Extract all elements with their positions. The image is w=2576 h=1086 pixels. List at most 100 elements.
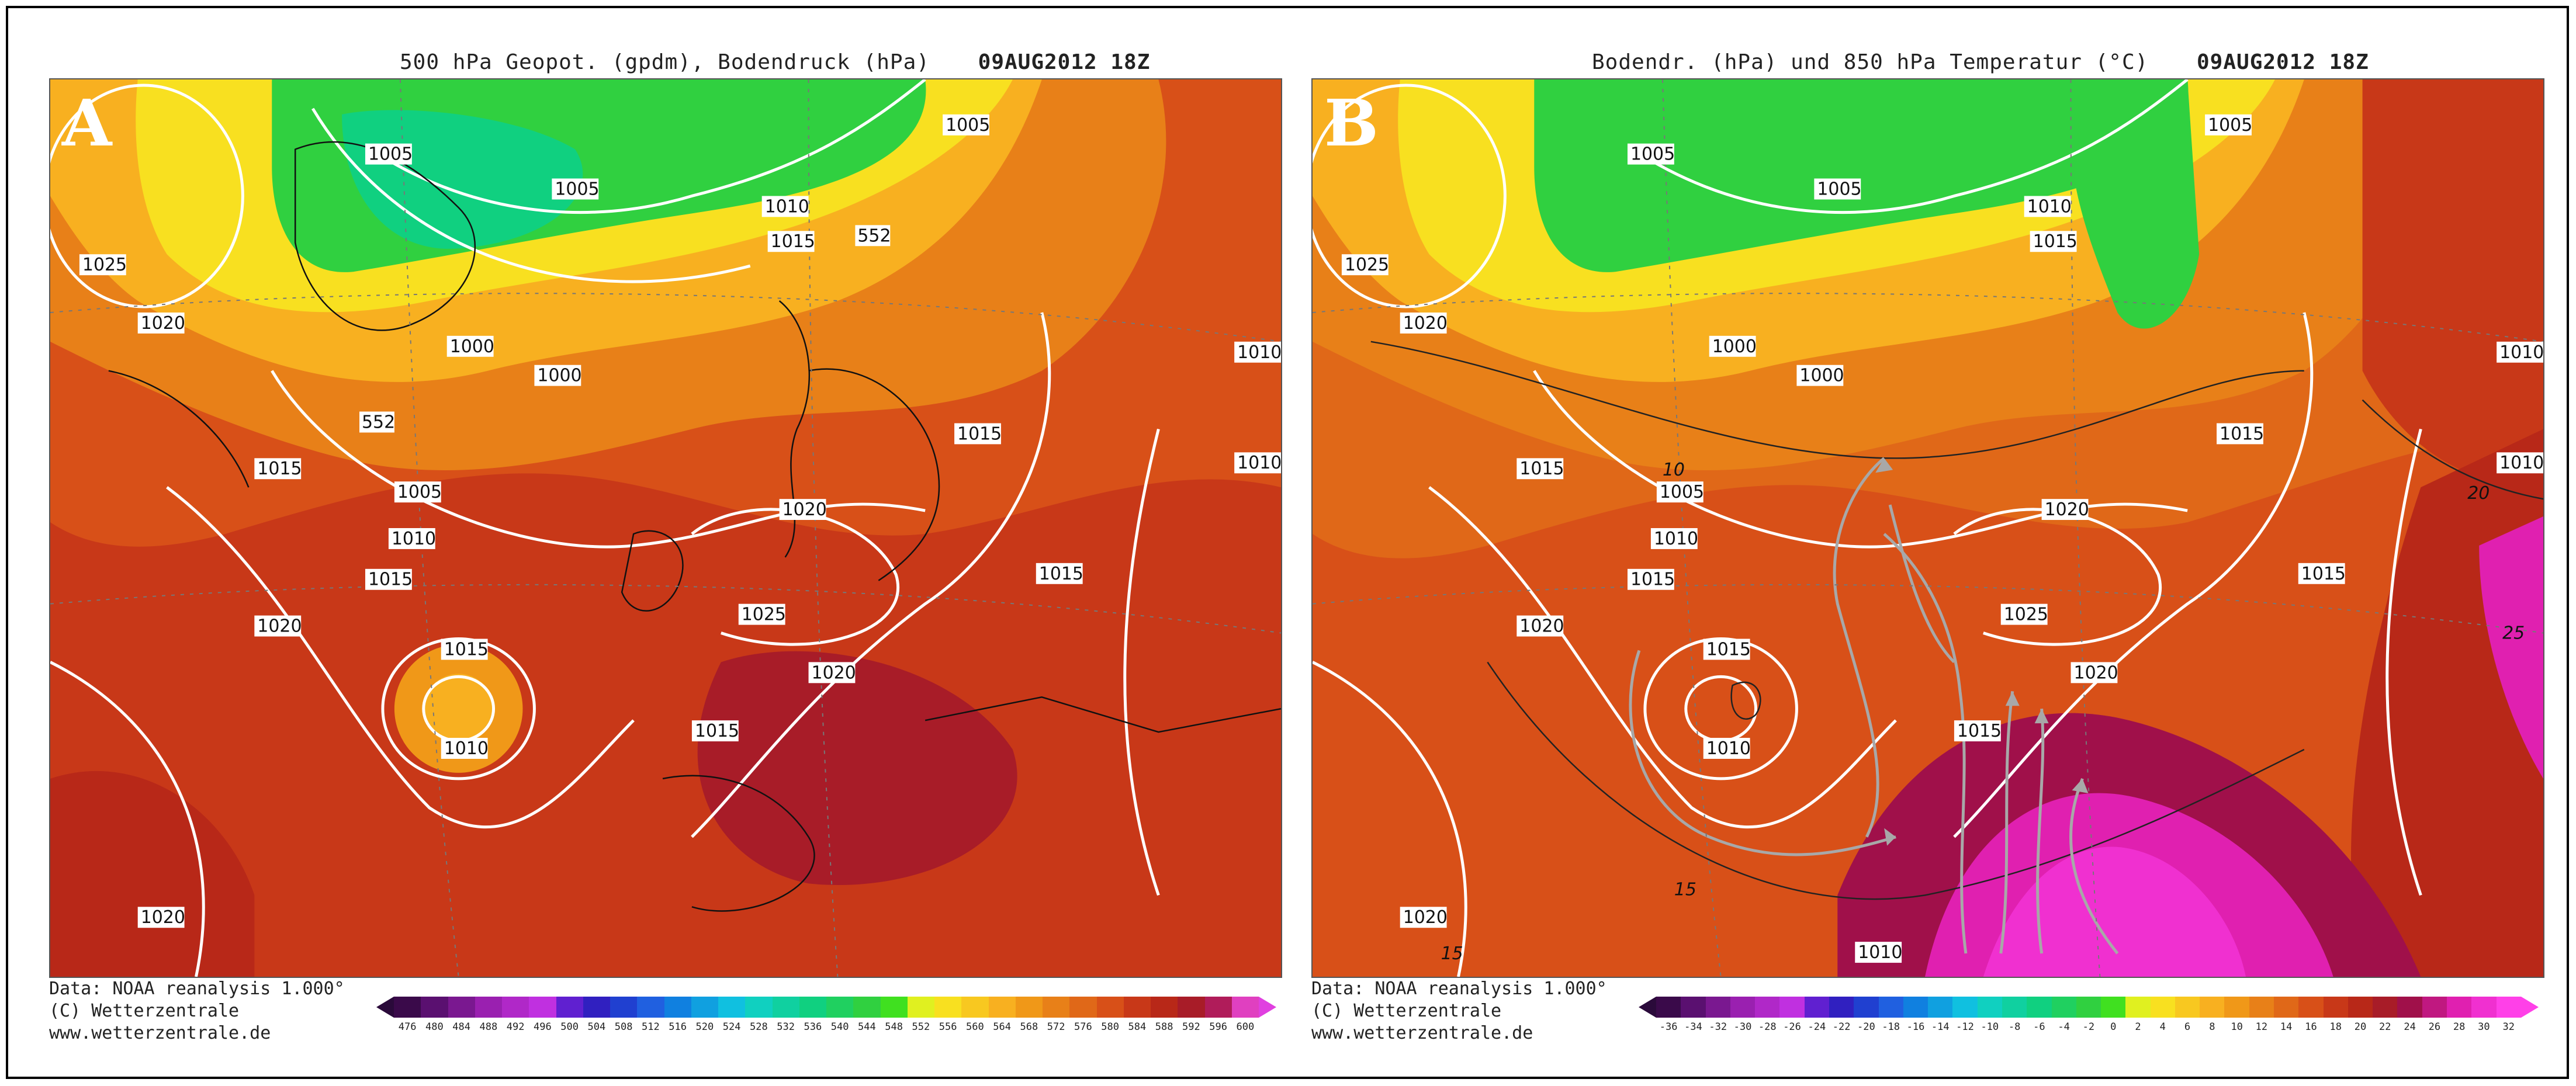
svg-text:1020: 1020 xyxy=(812,662,856,683)
colorbar-label: 484 xyxy=(452,1021,470,1033)
svg-text:1005: 1005 xyxy=(555,179,599,199)
panel-a-title-text: 500 hPa Geopot. (gpdm), Bodendruck (hPa) xyxy=(400,50,930,74)
svg-text:1025: 1025 xyxy=(82,255,127,275)
colorbar-cell xyxy=(1705,997,1730,1018)
colorbar-cell xyxy=(907,997,934,1018)
colorbar-cell xyxy=(502,997,529,1018)
colorbar-label: 568 xyxy=(1020,1021,1038,1033)
colorbar-label: 508 xyxy=(614,1021,633,1033)
svg-text:1005: 1005 xyxy=(368,144,413,165)
panel-a-isobar-labels: 1005 1005 1005 1010 1015 1025 1020 1000 … xyxy=(79,114,1281,928)
svg-text:1015: 1015 xyxy=(2220,424,2264,444)
svg-text:20: 20 xyxy=(2467,483,2490,504)
svg-text:1015: 1015 xyxy=(1706,639,1751,660)
colorbar-cell xyxy=(2274,997,2299,1018)
colorbar-cell xyxy=(2101,997,2126,1018)
svg-text:1025: 1025 xyxy=(2004,605,2048,625)
colorbar-label: 596 xyxy=(1209,1021,1227,1033)
colorbar-cell xyxy=(745,997,773,1018)
colorbar-cell xyxy=(1178,997,1205,1018)
colorbar-cell xyxy=(610,997,638,1018)
colorbar-cell xyxy=(1878,997,1903,1018)
colorbar-label: 4 xyxy=(2159,1021,2166,1033)
svg-text:1000: 1000 xyxy=(1799,366,1844,386)
panel-a-credit-url: www.wetterzentrale.de xyxy=(49,1023,271,1043)
panel-b-colorbar-labels: -36 -34 -32 -30 -28 -26 -24 -22 -20 -18 -16 -14 -12-… xyxy=(1656,1021,2521,1033)
colorbar-label: -34 xyxy=(1684,1021,1702,1033)
colorbar-label: -2 xyxy=(2082,1021,2095,1033)
panel-b-date: 09AUG2012 18Z xyxy=(2197,50,2369,74)
colorbar-cell xyxy=(691,997,718,1018)
svg-text:1010: 1010 xyxy=(1858,942,1902,963)
colorbar-label: 512 xyxy=(642,1021,660,1033)
panel-b-title: Bodendr. (hPa) und 850 hPa Temperatur (°… xyxy=(1592,50,2369,74)
colorbar-cell xyxy=(2224,997,2249,1018)
colorbar-cell xyxy=(448,997,475,1018)
colorbar-label: 496 xyxy=(534,1021,552,1033)
colorbar-cell xyxy=(2027,997,2052,1018)
svg-text:1015: 1015 xyxy=(1957,721,2002,741)
colorbar-label: -28 xyxy=(1758,1021,1777,1033)
colorbar-cell xyxy=(2348,997,2373,1018)
colorbar-label: 560 xyxy=(966,1021,984,1033)
colorbar-label: 0 xyxy=(2110,1021,2117,1033)
colorbar-cell xyxy=(1096,997,1124,1018)
colorbar-cell xyxy=(2323,997,2348,1018)
colorbar-label: -32 xyxy=(1709,1021,1727,1033)
colorbar-label: 552 xyxy=(912,1021,930,1033)
colorbar-label: -14 xyxy=(1931,1021,1950,1033)
colorbar-cell xyxy=(2249,997,2274,1018)
colorbar-cell xyxy=(772,997,799,1018)
colorbar-label: 532 xyxy=(777,1021,795,1033)
colorbar-cell xyxy=(475,997,502,1018)
colorbar-cell xyxy=(1952,997,1978,1018)
colorbar-cell xyxy=(2298,997,2324,1018)
colorbar-label: 516 xyxy=(669,1021,687,1033)
svg-text:15: 15 xyxy=(1674,879,1696,900)
colorbar-label: 536 xyxy=(804,1021,822,1033)
colorbar-label: 580 xyxy=(1101,1021,1119,1033)
svg-text:1005: 1005 xyxy=(397,482,442,502)
colorbar-label: 540 xyxy=(830,1021,849,1033)
colorbar-label: -30 xyxy=(1733,1021,1752,1033)
colorbar-label: 584 xyxy=(1128,1021,1147,1033)
colorbar-cell xyxy=(826,997,854,1018)
colorbar-cell xyxy=(2447,997,2472,1018)
colorbar-cell xyxy=(2397,997,2422,1018)
colorbar-label: -12 xyxy=(1956,1021,1974,1033)
panel-a-colorbar: 476 480 484 488 492 496 500 504 508 512 516 520 524 5… xyxy=(376,997,1276,1043)
figure-frame: 500 hPa Geopot. (gpdm), Bodendruck (hPa)… xyxy=(6,6,2569,1079)
svg-text:1020: 1020 xyxy=(1403,907,1448,928)
svg-text:1005: 1005 xyxy=(1817,179,1861,199)
panel-a-credit-data: Data: NOAA reanalysis 1.000° xyxy=(49,979,345,999)
svg-text:1015: 1015 xyxy=(695,721,739,741)
colorbar-label: 476 xyxy=(398,1021,417,1033)
svg-text:1025: 1025 xyxy=(1345,255,1389,275)
colorbar-cell xyxy=(394,997,421,1018)
svg-text:1000: 1000 xyxy=(1712,336,1757,357)
svg-text:1010: 1010 xyxy=(1706,738,1751,759)
colorbar-cell xyxy=(1854,997,1879,1018)
svg-text:1010: 1010 xyxy=(444,738,489,759)
colorbar-label: 10 xyxy=(2231,1021,2243,1033)
colorbar-cell xyxy=(1015,997,1043,1018)
colorbar-label: -24 xyxy=(1808,1021,1826,1033)
colorbar-label: -10 xyxy=(1981,1021,1999,1033)
colorbar-cell xyxy=(421,997,448,1018)
colorbar-cell xyxy=(853,997,881,1018)
svg-text:1020: 1020 xyxy=(783,499,827,520)
colorbar-cell xyxy=(2422,997,2447,1018)
panel-a-colorbar-cells xyxy=(394,997,1259,1018)
colorbar-cell xyxy=(1903,997,1928,1018)
panel-a-colorbar-labels: 476 480 484 488 492 496 500 504 508 512 516 520 524 5… xyxy=(394,1021,1259,1033)
colorbar-left-arrow xyxy=(376,997,394,1018)
colorbar-cell xyxy=(1123,997,1151,1018)
panel-b-credit-copyright: (C) Wetterzentrale xyxy=(1311,1001,1502,1021)
colorbar-cell xyxy=(637,997,664,1018)
svg-text:1005: 1005 xyxy=(1630,144,1675,165)
colorbar-cell xyxy=(1755,997,1780,1018)
svg-text:1015: 1015 xyxy=(368,570,413,590)
svg-text:1015: 1015 xyxy=(444,639,489,660)
colorbar-cell xyxy=(2496,997,2521,1018)
colorbar-cell xyxy=(2076,997,2101,1018)
